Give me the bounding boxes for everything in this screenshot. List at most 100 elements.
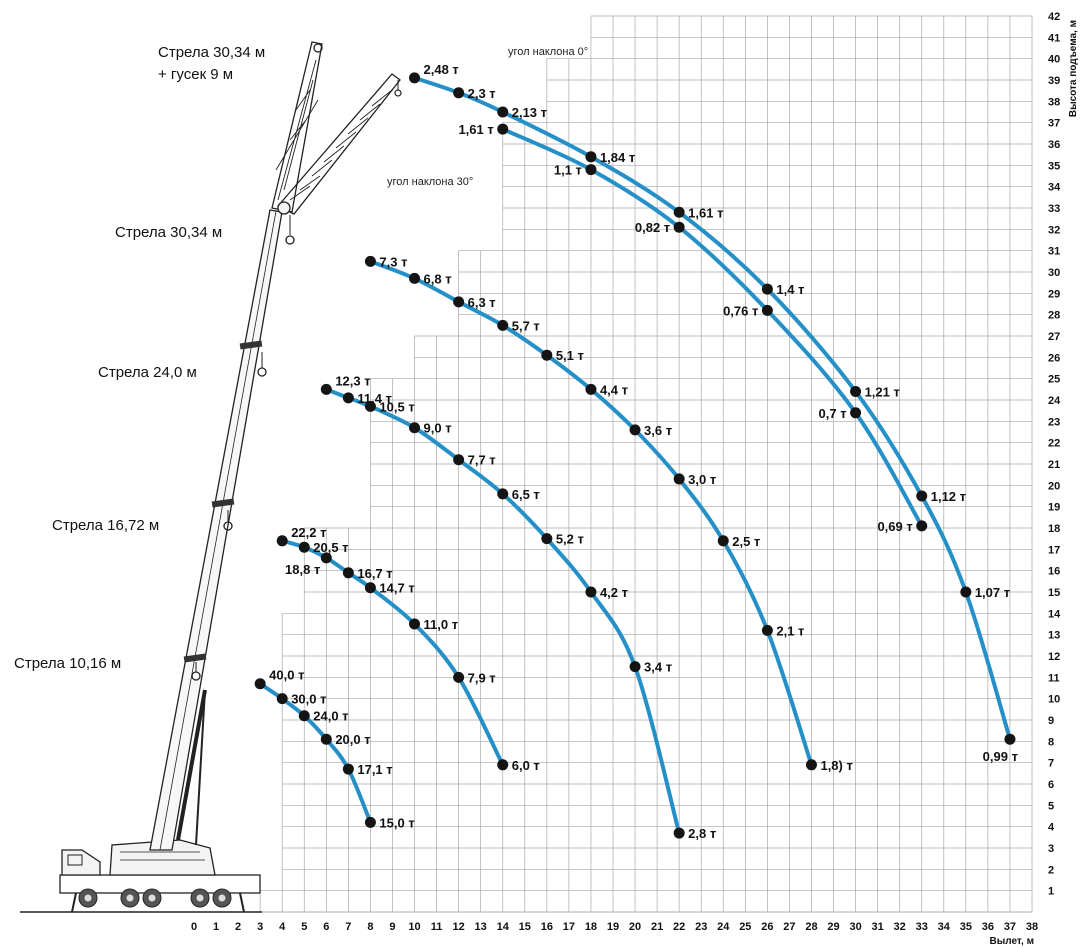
- data-point: [761, 304, 773, 316]
- y-tick-label: 37: [1048, 118, 1060, 130]
- y-tick-label: 18: [1048, 523, 1060, 535]
- y-tick-label: 25: [1048, 374, 1060, 386]
- x-tick-label: 12: [453, 921, 465, 933]
- y-tick-label: 28: [1048, 310, 1060, 322]
- y-tick-label: 13: [1048, 630, 1060, 642]
- x-tick-label: 35: [960, 921, 972, 933]
- data-point: [276, 693, 288, 705]
- data-point-label: 18,8 т: [285, 562, 320, 577]
- data-point: [342, 392, 354, 404]
- y-tick-label: 11: [1048, 672, 1060, 684]
- x-tick-label: 4: [279, 921, 286, 933]
- y-tick-label: 17: [1048, 544, 1060, 556]
- data-point-label: 24,0 т: [313, 709, 348, 724]
- data-point: [850, 385, 862, 397]
- data-point: [541, 533, 553, 545]
- y-tick-label: 19: [1048, 502, 1060, 514]
- data-point-label: 11,4 т: [357, 391, 392, 406]
- data-point: [342, 567, 354, 579]
- data-point-label: 4,2 т: [600, 585, 628, 600]
- data-point: [960, 586, 972, 598]
- data-point: [453, 87, 465, 99]
- boom-label-30: Стрела 30,34 м: [115, 224, 222, 241]
- data-point-label: 16,7 т: [357, 566, 392, 581]
- y-tick-label: 15: [1048, 587, 1060, 599]
- data-point-label: 6,0 т: [512, 758, 540, 773]
- y-tick-label: 16: [1048, 566, 1060, 578]
- data-point: [320, 552, 332, 564]
- y-tick-label: 29: [1048, 288, 1060, 300]
- data-point: [541, 349, 553, 361]
- data-point-label: 6,3 т: [468, 295, 496, 310]
- x-tick-label: 15: [519, 921, 531, 933]
- y-tick-label: 31: [1048, 246, 1060, 258]
- data-point: [409, 422, 421, 434]
- data-point: [850, 407, 862, 419]
- data-point: [364, 816, 376, 828]
- data-point: [453, 671, 465, 683]
- data-point: [497, 488, 509, 500]
- data-point: [673, 221, 685, 233]
- data-point: [254, 678, 266, 690]
- x-tick-label: 27: [783, 921, 795, 933]
- data-point: [364, 255, 376, 267]
- data-point: [497, 759, 509, 771]
- y-tick-label: 27: [1048, 331, 1060, 343]
- y-tick-label: 30: [1048, 267, 1060, 279]
- data-point-label: 15,0 т: [379, 815, 414, 830]
- data-point-label: 7,3 т: [379, 254, 407, 269]
- data-point-label: 17,1 т: [357, 762, 392, 777]
- data-point: [409, 272, 421, 284]
- x-tick-label: 16: [541, 921, 553, 933]
- x-tick-label: 23: [695, 921, 707, 933]
- x-tick-label: 10: [408, 921, 420, 933]
- annotation-angle-30: угол наклона 30°: [387, 176, 473, 188]
- data-point-label: 3,6 т: [644, 423, 672, 438]
- data-point: [320, 733, 332, 745]
- x-tick-label: 18: [585, 921, 597, 933]
- data-point-label: 1,8) т: [820, 758, 852, 773]
- data-point-label: 5,2 т: [556, 532, 584, 547]
- y-tick-label: 12: [1048, 651, 1060, 663]
- y-tick-label: 20: [1048, 480, 1060, 492]
- load-curve-4: [412, 75, 1012, 742]
- data-point-label: 1,07 т: [975, 585, 1010, 600]
- load-curve-5: [500, 127, 924, 528]
- data-point-label: 20,5 т: [313, 540, 348, 555]
- x-tick-label: 1: [213, 921, 219, 933]
- boom-label-jib-extra: + гусек 9 м: [158, 66, 233, 83]
- data-point-label: 2,48 т: [424, 62, 459, 77]
- x-tick-label: 11: [431, 921, 443, 933]
- axis-ticks: 0 1 2 3 4 5 6 7 8 9 10 11 12 13 14 15 16 17 18 19 20 21 22 23 24…: [191, 11, 1061, 933]
- y-tick-label: 42: [1048, 11, 1060, 23]
- x-tick-label: 19: [607, 921, 619, 933]
- data-point-label: 4,4 т: [600, 382, 628, 397]
- y-tick-label: 6: [1048, 779, 1054, 791]
- x-tick-label: 20: [629, 921, 641, 933]
- x-tick-label: 5: [301, 921, 307, 933]
- boom-label-16: Стрела 16,72 м: [52, 517, 159, 534]
- data-point-label: 1,61 т: [458, 122, 493, 137]
- x-tick-label: 28: [805, 921, 817, 933]
- y-tick-label: 24: [1048, 395, 1061, 407]
- data-point: [497, 319, 509, 331]
- boom-label-jib: Стрела 30,34 м: [158, 44, 265, 61]
- data-point-label: 3,0 т: [688, 472, 716, 487]
- data-point: [585, 151, 597, 163]
- x-tick-label: 33: [916, 921, 928, 933]
- x-tick-label: 32: [894, 921, 906, 933]
- y-tick-label: 34: [1048, 182, 1061, 194]
- y-tick-label: 39: [1048, 75, 1060, 87]
- y-tick-label: 9: [1048, 715, 1054, 727]
- x-tick-label: 17: [563, 921, 575, 933]
- x-tick-label: 3: [257, 921, 263, 933]
- data-point-label: 7,9 т: [468, 670, 496, 685]
- data-point-label: 3,4 т: [644, 660, 672, 675]
- x-tick-label: 22: [673, 921, 685, 933]
- data-point: [761, 283, 773, 295]
- x-tick-label: 13: [475, 921, 487, 933]
- y-tick-label: 22: [1048, 438, 1060, 450]
- data-point: [629, 661, 641, 673]
- data-point-label: 2,1 т: [776, 623, 804, 638]
- data-point: [453, 454, 465, 466]
